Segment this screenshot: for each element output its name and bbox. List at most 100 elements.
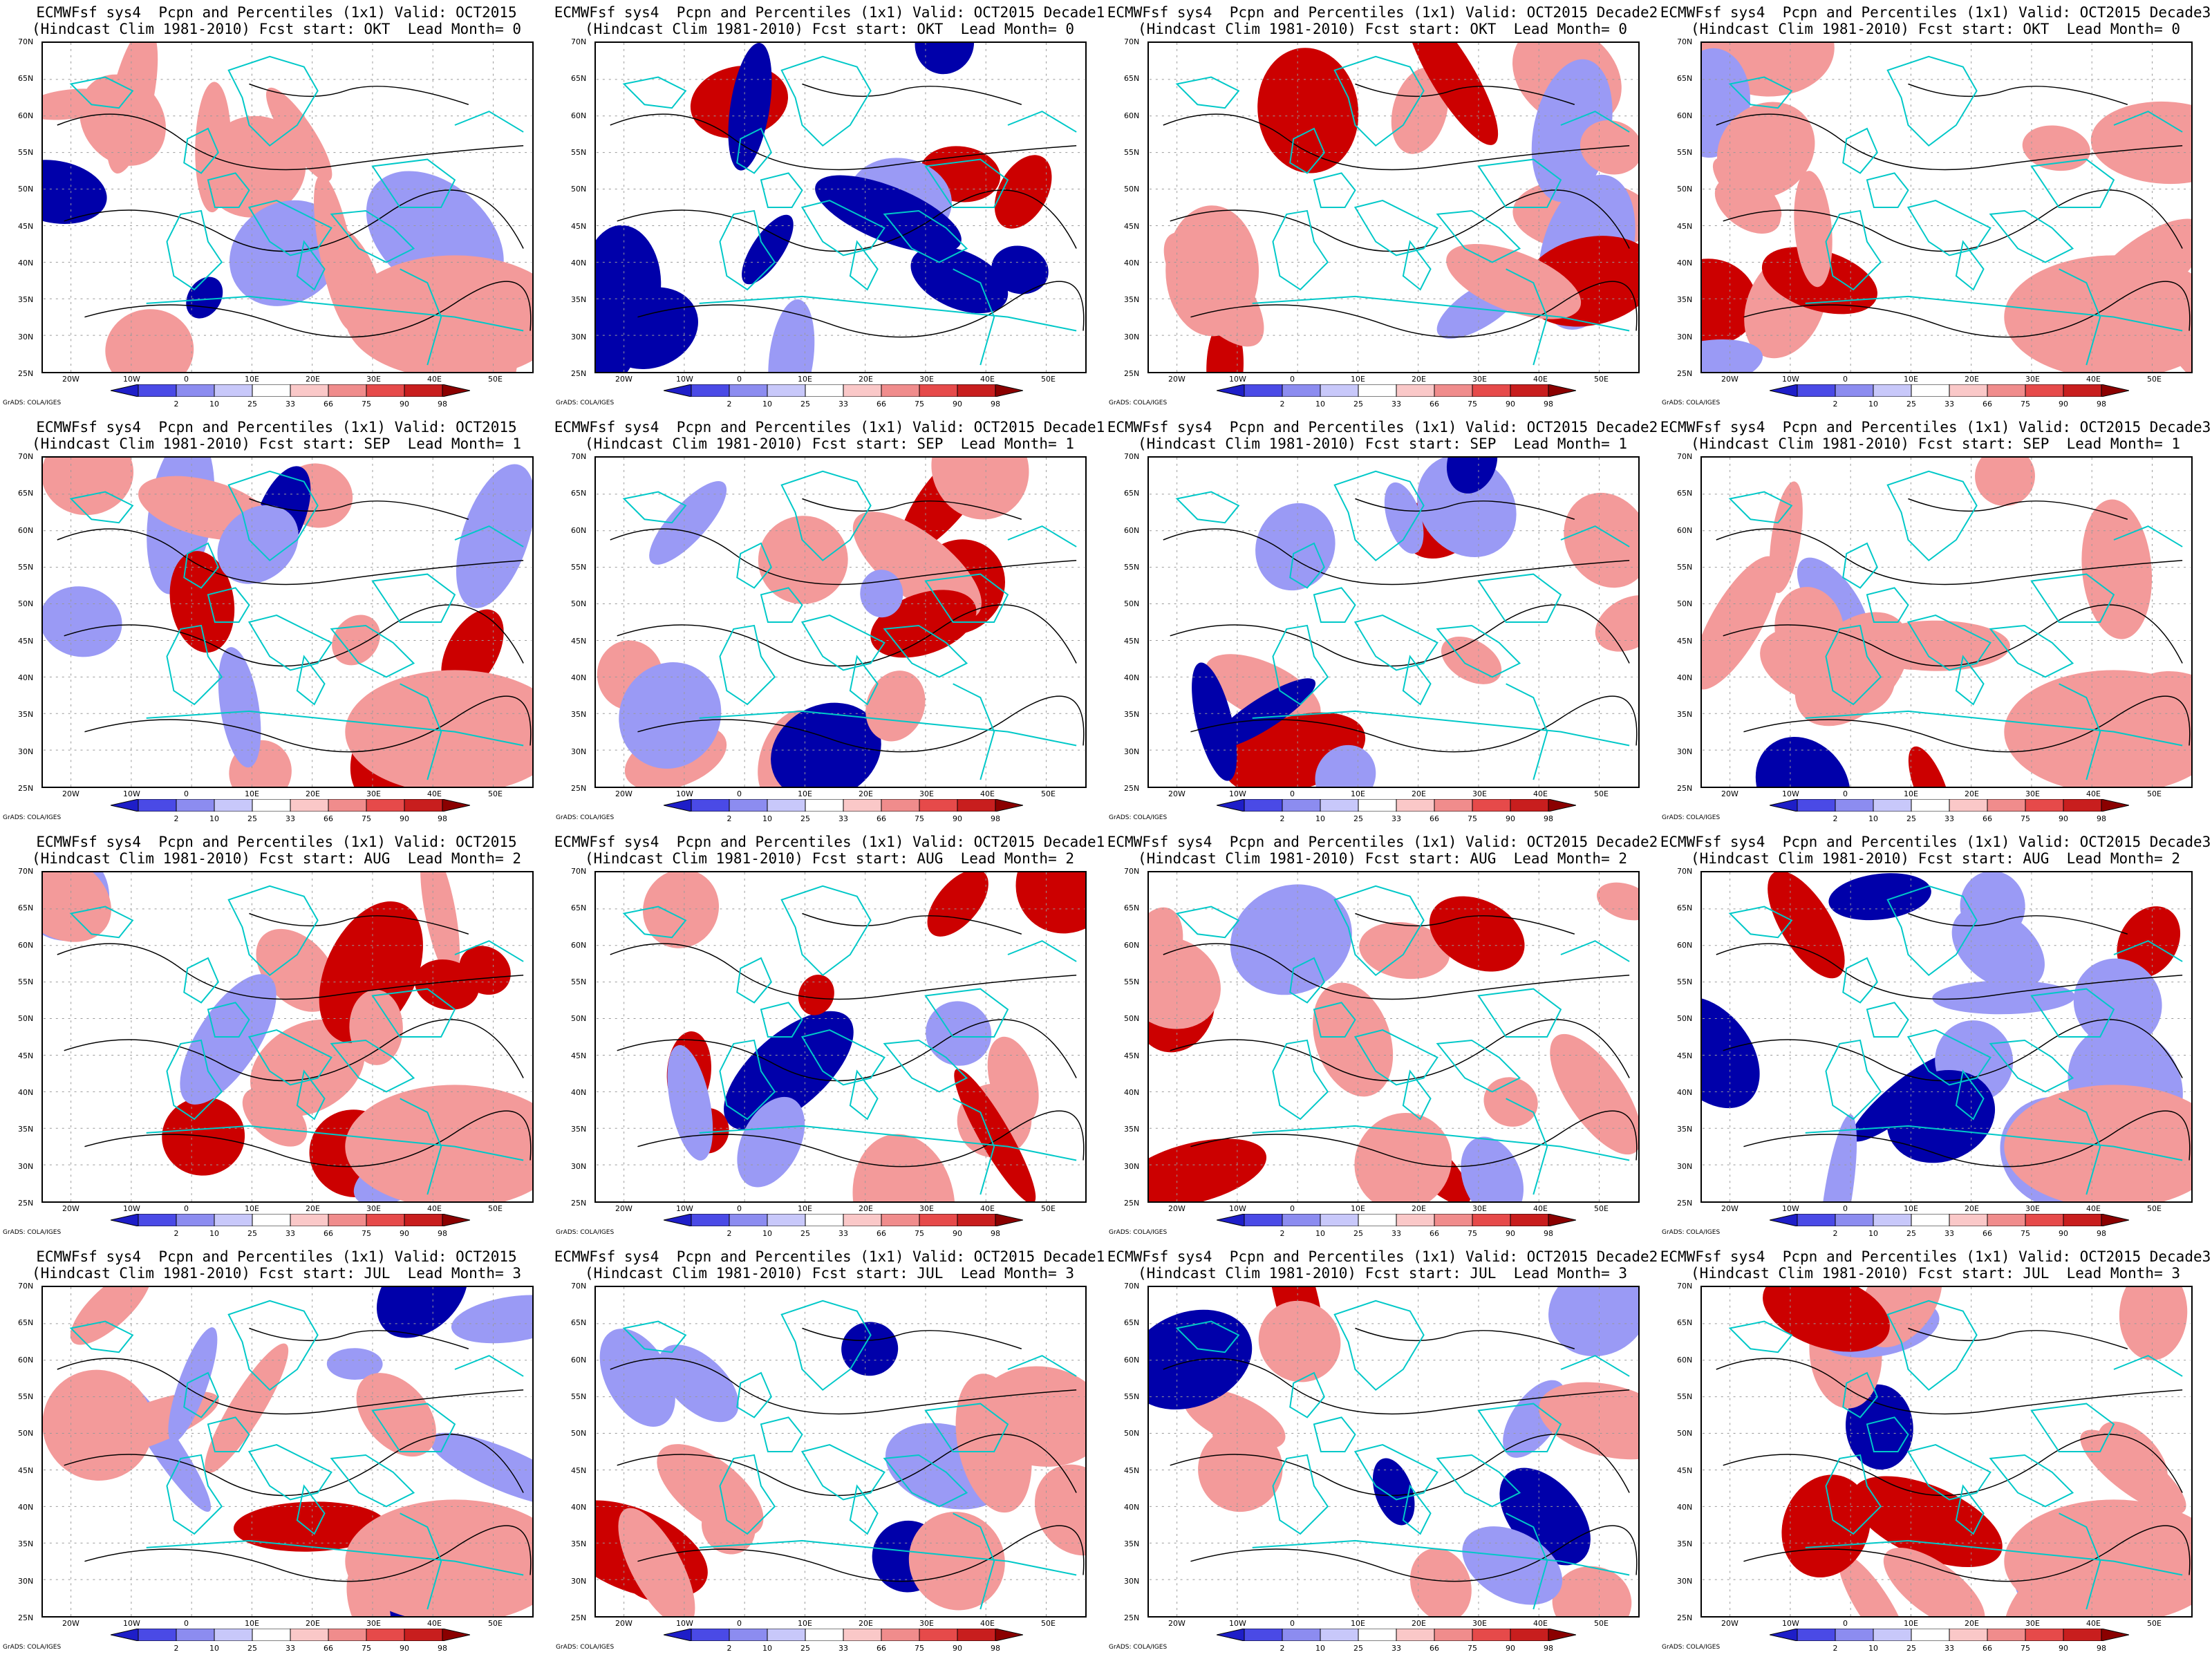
percentile-anomaly-area — [1315, 744, 1376, 787]
coastline — [780, 55, 872, 147]
latitude-label: 60N — [1677, 525, 1693, 535]
colorbar-tick-label: 66 — [1983, 400, 1992, 409]
colorbar-tick-label: 10 — [209, 814, 219, 823]
coastline — [800, 1444, 885, 1501]
panel-title-line2: (Hindcast Clim 1981-2010) Fcst start: AU… — [31, 850, 521, 867]
coastline — [1175, 1320, 1240, 1353]
coastline — [1906, 200, 1991, 256]
colorbar-tick-label: 66 — [1430, 400, 1439, 409]
coastline — [1477, 158, 1562, 208]
colorbar-tick-label: 98 — [438, 814, 447, 823]
latitude-label: 55N — [18, 563, 34, 572]
longitude-label: 30E — [1472, 1619, 1487, 1628]
colorbar-tick-label: 33 — [1944, 400, 1954, 409]
map-canvas — [1149, 1287, 1638, 1616]
longitude-label: 40E — [1533, 789, 1548, 798]
precipitation-percentile-map — [1147, 1286, 1640, 1618]
forecast-panel: ECMWFsf sys4 Pcpn and Percentiles (1x1) … — [1659, 415, 2212, 830]
percentile-anomaly-area — [1015, 872, 1085, 934]
longitude-label: 0 — [1290, 789, 1295, 798]
coastline — [924, 988, 1009, 1038]
longitude-label: 20W — [615, 1619, 632, 1628]
percentile-anomaly-area — [2081, 499, 2153, 639]
percentile-anomaly-area — [657, 1444, 764, 1537]
colorbar-tick-label: 98 — [991, 1644, 1000, 1653]
percentile-anomaly-area — [599, 1329, 675, 1427]
colorbar-segment — [1244, 1214, 1283, 1226]
percentile-anomaly-area — [1883, 1547, 1985, 1616]
longitude-label: 10W — [123, 1619, 140, 1628]
colorbar-segment — [404, 384, 443, 397]
percentile-colorbar — [111, 384, 470, 397]
panel-title-line1: ECMWFsf sys4 Pcpn and Percentiles (1x1) … — [1660, 1248, 2211, 1265]
longitude-label: 20W — [62, 789, 79, 798]
colorbar-tick-label: 98 — [438, 1229, 447, 1238]
coastline — [1560, 525, 1630, 547]
percentile-anomaly-area — [265, 87, 332, 182]
longitude-label: 20E — [1965, 789, 1979, 798]
coastline — [1477, 988, 1562, 1038]
colorbar-segment — [1835, 384, 1874, 397]
latitude-label: 25N — [571, 369, 587, 378]
panel-title-line1: ECMWFsf sys4 Pcpn and Percentiles (1x1) … — [554, 1248, 1105, 1265]
precipitation-contour — [1170, 1019, 1630, 1082]
longitude-label: 10E — [1351, 1619, 1365, 1628]
coastline — [1506, 1512, 1548, 1610]
coastline — [454, 111, 524, 133]
colorbar-segment — [1320, 1629, 1359, 1641]
map-canvas — [43, 43, 532, 372]
coastline — [1506, 268, 1548, 366]
colorbar-segment — [919, 1629, 958, 1641]
percentile-colorbar — [664, 799, 1023, 812]
forecast-panel: ECMWFsf sys4 Pcpn and Percentiles (1x1) … — [1106, 415, 1659, 830]
colorbar-segment — [1358, 1214, 1397, 1226]
colorbar-segment — [138, 1629, 177, 1641]
panel-title-line1: ECMWFsf sys4 Pcpn and Percentiles (1x1) … — [1660, 419, 2211, 435]
latitude-label: 45N — [1677, 1465, 1693, 1475]
grads-credit: GrADS: COLA/IGES — [1662, 1229, 1721, 1236]
latitude-label: 35N — [18, 295, 34, 305]
panel-title-line1: ECMWFsf sys4 Pcpn and Percentiles (1x1) … — [554, 419, 1105, 435]
colorbar-segment — [919, 799, 958, 812]
forecast-panel: ECMWFsf sys4 Pcpn and Percentiles (1x1) … — [1659, 1244, 2212, 1659]
longitude-label: 20W — [62, 1204, 79, 1213]
latitude-label: 45N — [1124, 636, 1140, 646]
colorbar-segment — [1282, 799, 1321, 812]
latitude-label: 50N — [18, 1429, 34, 1438]
coastline — [1272, 209, 1329, 291]
percentile-anomaly-area — [1702, 556, 1780, 690]
precipitation-contour — [84, 1110, 532, 1168]
longitude-label: 10E — [1904, 1204, 1918, 1213]
colorbar-segment — [1472, 799, 1511, 812]
longitude-label: 0 — [1290, 375, 1295, 384]
longitude-label: 30E — [366, 1619, 381, 1628]
longitude-label: 50E — [1594, 375, 1609, 384]
coastline — [454, 525, 524, 547]
longitude-label: 20E — [306, 1204, 320, 1213]
longitude-label: 10E — [1351, 1204, 1365, 1213]
colorbar-segment — [366, 384, 405, 397]
latitude-label: 60N — [18, 525, 34, 535]
colorbar-segment — [1770, 384, 1798, 397]
coastline — [1353, 1444, 1438, 1501]
colorbar-segment — [1217, 799, 1245, 812]
coastline — [1825, 624, 1882, 706]
colorbar-segment — [767, 384, 806, 397]
longitude-label: 10W — [1782, 375, 1799, 384]
percentile-anomaly-area — [618, 1508, 695, 1616]
latitude-label: 35N — [18, 710, 34, 720]
colorbar-segment — [1770, 1214, 1798, 1226]
colorbar-segment — [767, 1214, 806, 1226]
map-canvas — [1702, 458, 2191, 787]
colorbar-tick-label: 25 — [1353, 400, 1363, 409]
latitude-label: 70N — [1677, 867, 1693, 876]
colorbar-segment — [843, 1214, 882, 1226]
coastline — [1955, 1069, 1985, 1121]
percentile-anomaly-area — [1846, 1384, 1913, 1470]
latitude-label: 30N — [571, 332, 587, 341]
colorbar-segment — [843, 799, 882, 812]
percentile-anomaly-area — [1564, 492, 1638, 588]
precipitation-contour — [1723, 1434, 2183, 1497]
percentile-anomaly-area — [1886, 1069, 1996, 1163]
colorbar-tick-label: 75 — [2021, 814, 2030, 823]
